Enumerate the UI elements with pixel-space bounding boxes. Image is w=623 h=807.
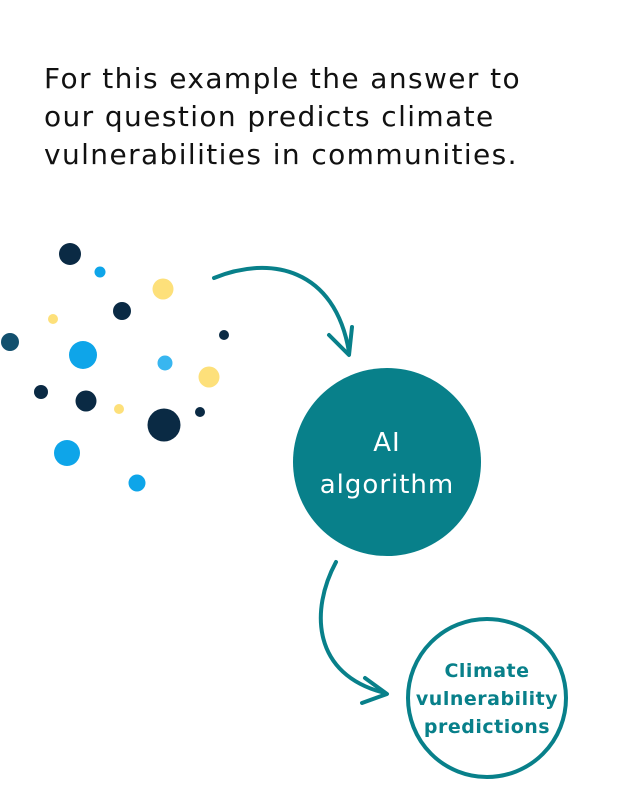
data-dot (147, 408, 181, 442)
data-dot (69, 341, 97, 369)
data-points-cluster (1, 243, 229, 492)
data-dot (59, 243, 81, 265)
output-node-label-line-3: predictions (424, 716, 550, 738)
data-dot (198, 366, 220, 388)
headline: For this example the answer to our quest… (44, 60, 604, 174)
predictions-output-node: Climate vulnerability predictions (406, 617, 568, 779)
data-dot (219, 330, 229, 340)
data-dot (48, 314, 58, 324)
ai-algorithm-node: AI algorithm (293, 368, 481, 556)
data-dot (54, 440, 80, 466)
data-dot (152, 278, 174, 300)
headline-line-1: For this example the answer to (44, 62, 522, 95)
output-node-label-line-2: vulnerability (416, 688, 558, 710)
data-dot (34, 385, 48, 399)
data-dot (94, 266, 106, 278)
data-dot (157, 355, 173, 371)
data-dot (128, 474, 146, 492)
arrow-ai-to-predictions (318, 560, 389, 705)
ai-node-label-line-1: AI (373, 428, 400, 458)
data-dot (195, 407, 205, 417)
headline-line-3: vulnerabilities in communities. (44, 138, 518, 172)
data-dot (1, 333, 19, 351)
ai-node-label-line-2: algorithm (320, 470, 454, 500)
arrow-data-to-ai (212, 265, 354, 357)
data-dot (113, 302, 131, 320)
data-dot (114, 404, 124, 414)
headline-line-2: our question predicts climate (44, 100, 495, 134)
data-dot (75, 390, 97, 412)
output-node-label-line-1: Climate (444, 660, 529, 682)
